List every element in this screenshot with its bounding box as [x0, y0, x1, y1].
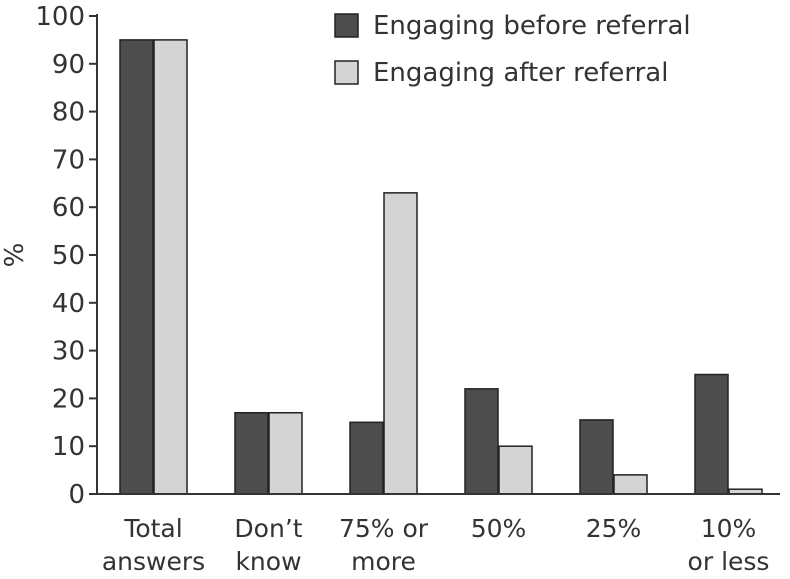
legend-swatch-before [334, 13, 359, 38]
x-category-label: 10% or less [688, 514, 770, 576]
bar-after-0 [153, 39, 188, 495]
bar-after-2 [383, 192, 418, 495]
x-category-label: 75% or more [339, 514, 429, 576]
y-tick-label: 60 [52, 193, 85, 223]
x-category-label: Total answers [102, 514, 205, 576]
y-tick-label: 70 [52, 145, 85, 175]
y-tick-label: 30 [52, 337, 85, 367]
y-axis-title: % [0, 243, 30, 268]
bar-before-2 [349, 421, 384, 495]
bar-before-3 [464, 388, 499, 495]
x-category-label: 25% [586, 514, 642, 543]
legend-label-before: Engaging before referral [373, 11, 691, 41]
bar-before-1 [234, 411, 269, 495]
x-category-label: 50% [471, 514, 527, 543]
bar-before-5 [694, 373, 729, 495]
bar-before-0 [119, 39, 154, 495]
bar-after-4 [613, 474, 648, 495]
y-tick-label: 10 [52, 432, 85, 462]
bar-before-4 [579, 419, 614, 495]
bar-after-1 [268, 411, 303, 495]
y-tick-label: 100 [35, 2, 85, 32]
x-axis-labels: Total answers Don’t know 75% or more 50% 25% 10%… [102, 514, 770, 576]
bars [119, 39, 763, 495]
legend: Engaging before referral Engaging after r… [334, 11, 691, 88]
legend-swatch-after [334, 60, 359, 85]
y-tick-label: 80 [52, 98, 85, 128]
y-tick-label: 90 [52, 50, 85, 80]
y-tick-label: 0 [68, 480, 85, 510]
y-tick-label: 40 [52, 289, 85, 319]
y-tick-label: 50 [52, 241, 85, 271]
y-axis-ticks: 0 10 20 30 40 50 60 70 80 90 100 [35, 2, 97, 510]
legend-label-after: Engaging after referral [373, 58, 668, 88]
y-tick-label: 20 [52, 384, 85, 414]
bar-after-3 [498, 445, 533, 495]
x-category-label: Don’t know [234, 514, 302, 576]
